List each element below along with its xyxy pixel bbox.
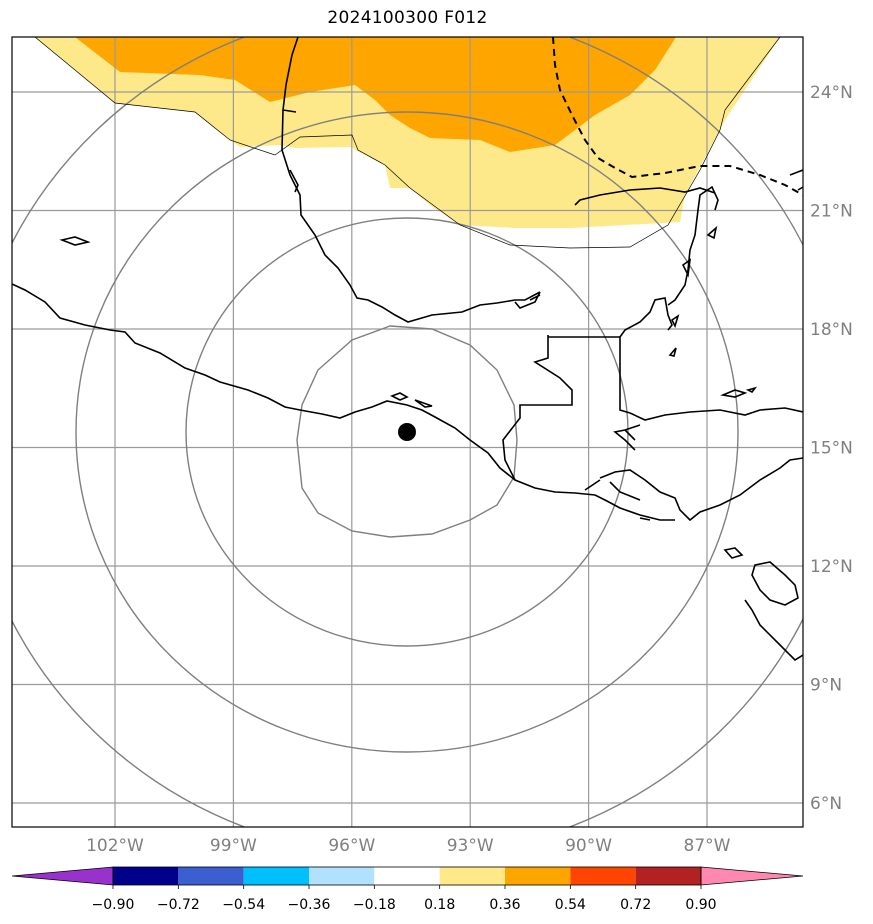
coastlines bbox=[12, 37, 803, 662]
colorbar-bin bbox=[505, 867, 571, 885]
colorbar-tick-label: 0.90 bbox=[685, 897, 716, 913]
map-frame bbox=[11, 36, 804, 828]
dashed-contour bbox=[552, 37, 803, 196]
colorbar-tick-label: 0.54 bbox=[555, 897, 586, 913]
lon-label: 102°W bbox=[86, 836, 144, 856]
lat-label: 9°N bbox=[810, 676, 842, 696]
lon-label: 96°W bbox=[328, 836, 375, 856]
lon-label: 87°W bbox=[684, 836, 731, 856]
colorbar-tick-label: 0.36 bbox=[489, 897, 520, 913]
longitude-labels: 102°W 99°W 96°W 93°W 90°W 87°W bbox=[86, 836, 731, 856]
lon-label: 99°W bbox=[210, 836, 257, 856]
colorbar-tick-label: −0.90 bbox=[92, 897, 135, 913]
lat-label: 18°N bbox=[810, 320, 853, 340]
colorbar-extend-high bbox=[700, 866, 804, 886]
colorbar-tick-label: 0.72 bbox=[620, 897, 651, 913]
colorbar-bin bbox=[570, 867, 636, 885]
latitude-labels: 24°N 21°N 18°N 15°N 12°N 9°N 6°N bbox=[810, 83, 853, 814]
colorbar-outline bbox=[112, 866, 702, 886]
colorbar-tick-label: −0.72 bbox=[157, 897, 200, 913]
shaded-region-high bbox=[75, 37, 676, 152]
political-boundaries bbox=[34, 37, 781, 249]
colorbar-tick-labels: −0.90 −0.72 −0.54 −0.36 −0.18 0.18 0.36 0.54 0.7… bbox=[92, 885, 717, 913]
lat-label: 6°N bbox=[810, 794, 842, 814]
colorbar-tick-label: −0.18 bbox=[353, 897, 396, 913]
colorbar-tick-label: 0.18 bbox=[424, 897, 455, 913]
range-ring-3 bbox=[75, 111, 739, 753]
colorbar-bin bbox=[374, 867, 440, 885]
map-area bbox=[35, 37, 780, 228]
lon-label: 90°W bbox=[565, 836, 612, 856]
colorbar-bin bbox=[439, 867, 505, 885]
map-title: 2024100300 F012 bbox=[327, 8, 488, 28]
colorbar-extend-low bbox=[11, 866, 114, 886]
lat-label: 24°N bbox=[810, 83, 853, 103]
lat-label: 15°N bbox=[810, 439, 853, 459]
colorbar-bin bbox=[243, 867, 309, 885]
colorbar-tick-label: −0.54 bbox=[222, 897, 265, 913]
colorbar-bin bbox=[113, 867, 179, 885]
lat-label: 12°N bbox=[810, 557, 853, 577]
colorbar bbox=[11, 866, 804, 886]
lon-label: 93°W bbox=[447, 836, 494, 856]
lat-label: 21°N bbox=[810, 202, 853, 222]
storm-center-marker bbox=[398, 423, 416, 441]
colorbar-bin bbox=[178, 867, 244, 885]
colorbar-bin bbox=[309, 867, 375, 885]
range-ring-1 bbox=[296, 325, 518, 538]
colorbar-tick-label: −0.36 bbox=[288, 897, 331, 913]
colorbar-bin bbox=[635, 867, 701, 885]
